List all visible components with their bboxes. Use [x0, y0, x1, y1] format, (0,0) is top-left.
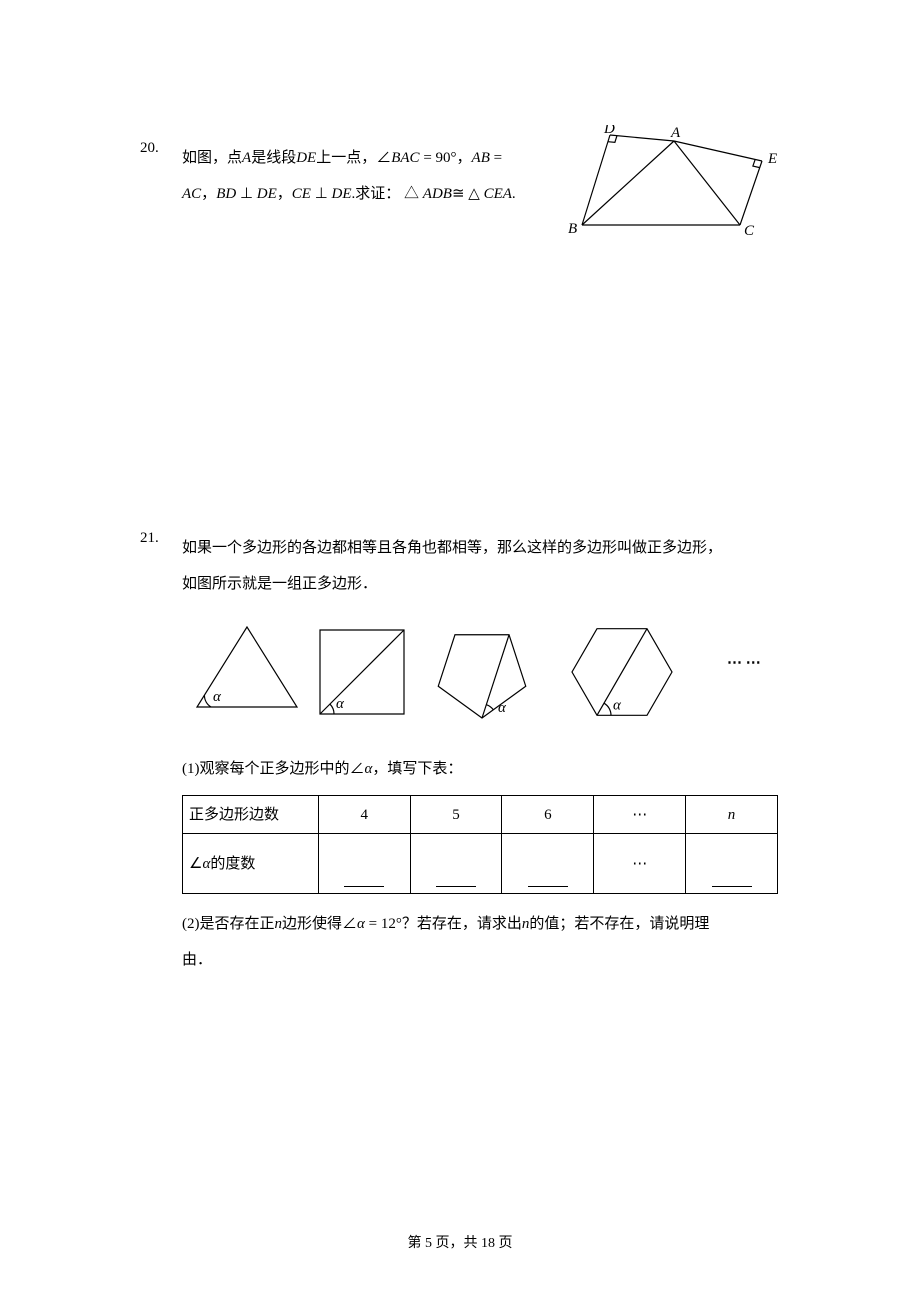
footer-suffix: 页	[495, 1236, 513, 1251]
table-row: 正多边形边数456⋯n	[183, 796, 778, 834]
problem-21-body: 如果一个多边形的各边都相等且各角也都相等，那么这样的多边形叫做正多边形，如图所示…	[182, 530, 752, 978]
problem-number-21: 21.	[140, 530, 159, 547]
svg-text:B: B	[568, 221, 577, 237]
problem-21-part2: (2)是否存在正n边形使得∠α = 12°？若存在，请求出n的值；若不存在，请说…	[182, 906, 752, 978]
svg-text:α: α	[213, 689, 222, 705]
page-footer: 第 5 页，共 18 页	[0, 1232, 920, 1252]
table-row: ∠α的度数⋯	[183, 834, 778, 894]
problem-21-intro: 如果一个多边形的各边都相等且各角也都相等，那么这样的多边形叫做正多边形，如图所示…	[182, 530, 752, 602]
svg-text:E: E	[767, 151, 777, 167]
problem-20: 20. 如图，点A是线段DE上一点，∠BAC = 90°，AB = AC，BD …	[140, 140, 752, 490]
problem-21-table: 正多边形边数456⋯n ∠α的度数⋯	[182, 795, 778, 894]
svg-text:α: α	[613, 697, 622, 713]
svg-text:D: D	[603, 125, 615, 137]
svg-text:α: α	[498, 700, 507, 716]
footer-prefix: 第	[408, 1236, 426, 1251]
footer-current: 5	[425, 1236, 432, 1251]
problem-number-20: 20.	[140, 140, 159, 157]
problem-20-figure: D A E B C	[562, 125, 777, 240]
svg-text:⋯ ⋯: ⋯ ⋯	[727, 655, 761, 671]
problem-21-part1: (1)观察每个正多边形中的∠α，填写下表：	[182, 751, 752, 787]
svg-text:A: A	[670, 125, 681, 141]
svg-text:C: C	[744, 223, 755, 239]
footer-mid: 页，共	[432, 1236, 481, 1251]
problem-20-text: 如图，点A是线段DE上一点，∠BAC = 90°，AB = AC，BD ⊥ DE…	[182, 140, 516, 212]
svg-text:α: α	[336, 696, 345, 712]
footer-total: 18	[481, 1236, 495, 1251]
problem-21: 21. 如果一个多边形的各边都相等且各角也都相等，那么这样的多边形叫做正多边形，…	[140, 530, 752, 978]
problem-21-polygons: α α α α ⋯ ⋯	[182, 617, 780, 722]
